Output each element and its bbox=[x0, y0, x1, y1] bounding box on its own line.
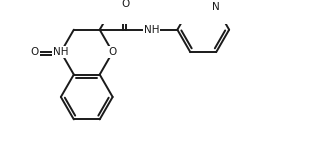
Text: N: N bbox=[212, 2, 220, 12]
Text: O: O bbox=[109, 47, 117, 57]
Text: NH: NH bbox=[53, 47, 69, 57]
Text: O: O bbox=[122, 0, 130, 9]
Text: O: O bbox=[31, 47, 39, 57]
Text: NH: NH bbox=[144, 25, 159, 35]
